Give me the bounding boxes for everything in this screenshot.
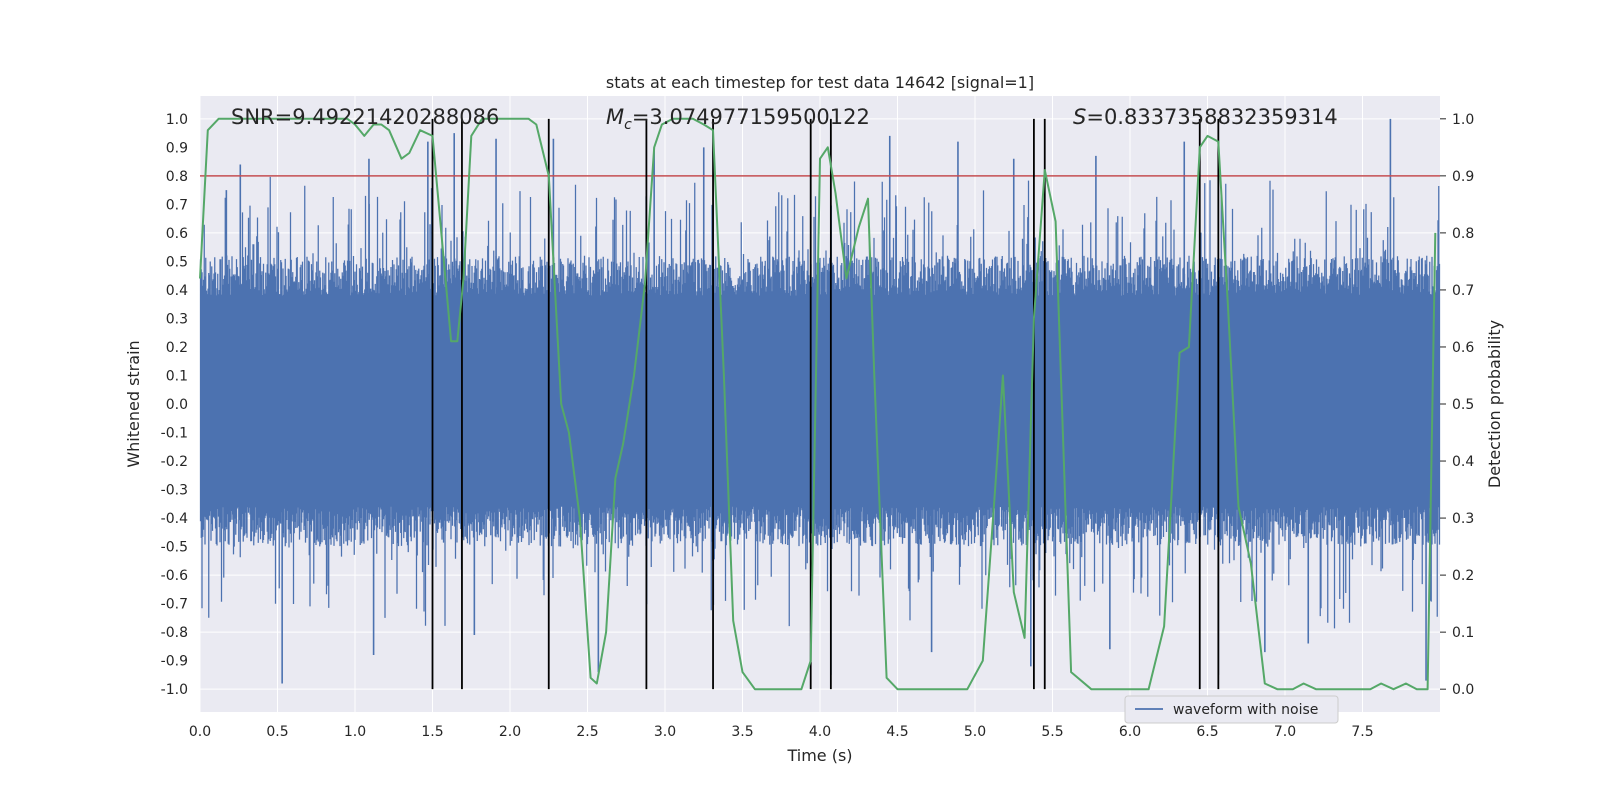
- right-tick-label: 0.1: [1452, 625, 1474, 641]
- left-tick-label: 0.9: [166, 140, 188, 156]
- x-tick-label: 0.0: [189, 724, 211, 740]
- left-tick-label: 0.7: [166, 197, 188, 213]
- left-tick-label: -0.1: [161, 426, 188, 442]
- x-tick-label: 4.5: [886, 724, 908, 740]
- x-tick-label: 5.0: [964, 724, 986, 740]
- left-tick-label: 0.4: [166, 283, 188, 299]
- left-tick-label: 0.2: [166, 340, 188, 356]
- chirp-mass-annotation: Mc=3.074977159500122: [606, 105, 870, 133]
- spin-annotation: S=0.8337358832359314: [1073, 105, 1338, 129]
- left-tick-label: -0.5: [161, 540, 188, 556]
- right-tick-label: 0.9: [1452, 169, 1474, 185]
- left-tick-label: 0.0: [166, 397, 188, 413]
- legend-label: waveform with noise: [1173, 702, 1318, 718]
- left-tick-label: 1.0: [166, 112, 188, 128]
- left-axis-label: Whitened strain: [124, 340, 143, 467]
- x-tick-label: 6.5: [1196, 724, 1218, 740]
- chirp-mass-symbol: M: [606, 105, 624, 129]
- left-tick-label: -0.7: [161, 597, 188, 613]
- left-tick-label: -0.4: [161, 511, 188, 527]
- x-tick-label: 6.0: [1119, 724, 1141, 740]
- x-tick-label: 1.5: [421, 724, 443, 740]
- right-axis-label: Detection probability: [1485, 320, 1504, 488]
- strain-noise: [199, 176, 1441, 629]
- left-tick-label: 0.6: [166, 226, 188, 242]
- right-tick-label: 0.3: [1452, 511, 1474, 527]
- x-tick-label: 4.0: [809, 724, 831, 740]
- right-tick-label: 1.0: [1452, 112, 1474, 128]
- right-tick-label: 0.4: [1452, 454, 1474, 470]
- right-tick-label: 0.8: [1452, 226, 1474, 242]
- legend: waveform with noise: [1124, 695, 1339, 724]
- x-tick-label: 0.5: [266, 724, 288, 740]
- left-tick-label: 0.5: [166, 254, 188, 270]
- right-axis-ticks: 0.0 0.1 0.2 0.3 0.4 0.5 0.6 0.7 0.8 0.9 1.0: [1440, 112, 1474, 698]
- spin-value: =0.8337358832359314: [1086, 105, 1337, 129]
- x-tick-label: 5.5: [1041, 724, 1063, 740]
- x-axis-label: Time (s): [786, 746, 852, 765]
- legend-box: [1124, 695, 1339, 724]
- x-tick-label: 7.0: [1274, 724, 1296, 740]
- probability-series: [199, 117, 1437, 691]
- x-tick-label: 7.5: [1351, 724, 1373, 740]
- event-markers: [431, 118, 1220, 690]
- left-tick-label: -0.3: [161, 483, 188, 499]
- left-tick-label: 0.1: [166, 368, 188, 384]
- left-tick-label: -1.0: [161, 682, 188, 698]
- x-tick-label: 3.5: [731, 724, 753, 740]
- left-tick-label: 0.8: [166, 169, 188, 185]
- right-tick-label: 0.2: [1452, 568, 1474, 584]
- chirp-mass-value: =3.074977159500122: [632, 105, 870, 129]
- snr-annotation: SNR=9.49221420288086: [231, 105, 499, 129]
- x-tick-label: 2.0: [499, 724, 521, 740]
- right-tick-label: 0.0: [1452, 682, 1474, 698]
- x-axis-ticks: 0.0 0.5 1.0 1.5 2.0 2.5 3.0 3.5 4.0 4.5 5.0 5.5 6.0 6…: [189, 724, 1374, 740]
- left-tick-label: -0.9: [161, 654, 188, 670]
- x-tick-label: 2.5: [576, 724, 598, 740]
- left-axis-ticks: -1.0 -0.9 -0.8 -0.7 -0.6 -0.5 -0.4 -0.3 -0.2 -0.1…: [161, 112, 188, 698]
- left-tick-label: -0.6: [161, 568, 188, 584]
- left-tick-label: -0.8: [161, 625, 188, 641]
- strain-series: [199, 118, 1441, 684]
- chirp-mass-subscript: c: [624, 117, 632, 133]
- chart-title: stats at each timestep for test data 146…: [606, 73, 1034, 92]
- x-tick-label: 1.0: [344, 724, 366, 740]
- probability-line: [199, 117, 1437, 691]
- right-tick-label: 0.6: [1452, 340, 1474, 356]
- spin-symbol: S: [1073, 105, 1086, 129]
- x-tick-label: 3.0: [654, 724, 676, 740]
- right-tick-label: 0.5: [1452, 397, 1474, 413]
- right-tick-label: 0.7: [1452, 283, 1474, 299]
- left-tick-label: 0.3: [166, 311, 188, 327]
- left-tick-label: -0.2: [161, 454, 188, 470]
